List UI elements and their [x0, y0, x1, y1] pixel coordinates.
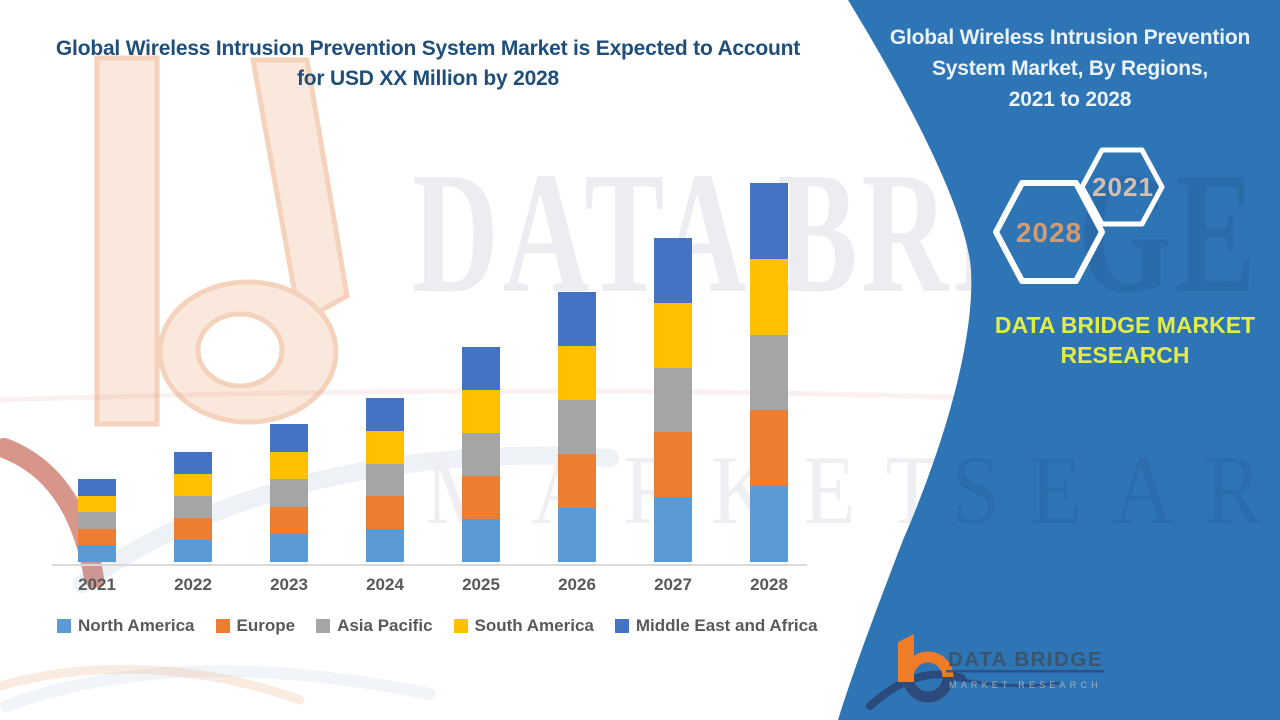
legend-item-europe: Europe — [215, 616, 296, 636]
bar-2026-middle-east-and-africa — [558, 292, 596, 346]
hexagon-2028-label: 2028 — [1016, 217, 1082, 248]
bar-2023-south-america — [270, 451, 308, 480]
bar-2021-south-america — [78, 495, 116, 513]
brand-text-line1: DATA BRIDGE MARKET — [994, 312, 1256, 338]
panel-title: Global Wireless Intrusion Prevention Sys… — [864, 22, 1276, 115]
chart-title-line2: for USD XX Million by 2028 — [296, 67, 560, 90]
bar-2027-south-america — [654, 302, 692, 368]
legend-item-south-america: South America — [453, 616, 594, 636]
chart-title-line1: Global Wireless Intrusion Prevention Sys… — [55, 37, 801, 60]
bar-2027-north-america — [654, 497, 692, 562]
bar-2026-north-america — [558, 508, 596, 562]
bar-2022-asia-pacific — [174, 496, 212, 518]
legend-swatch — [453, 619, 468, 633]
legend-label: Asia Pacific — [337, 616, 433, 635]
bar-2028-north-america — [750, 486, 788, 562]
bar-2023-europe — [270, 506, 308, 535]
bar-2025-north-america — [462, 519, 500, 562]
x-axis-label-2021: 2021 — [78, 575, 116, 594]
hexagon-2021-label: 2021 — [1092, 172, 1154, 202]
legend-item-asia-pacific: Asia Pacific — [316, 616, 433, 636]
bar-2022-south-america — [174, 474, 212, 496]
bar-2023-asia-pacific — [270, 479, 308, 507]
bar-2024-europe — [366, 496, 404, 530]
bar-2026-south-america — [558, 346, 596, 400]
legend-swatch — [614, 619, 629, 633]
bar-2025-asia-pacific — [462, 433, 500, 476]
side-panel-shape — [838, 0, 1280, 720]
watermark-bottom-arc-peach — [0, 664, 305, 705]
panel-watermark-big-fragment: GE — [1078, 137, 1259, 329]
legend-swatch — [215, 619, 230, 633]
bar-2025-south-america — [462, 390, 500, 433]
x-axis-line — [52, 564, 807, 566]
bar-2024-north-america — [366, 529, 404, 562]
bar-2023-middle-east-and-africa — [270, 424, 308, 452]
bar-2021-asia-pacific — [78, 512, 116, 529]
legend-label: North America — [78, 616, 195, 635]
legend-swatch — [316, 619, 331, 633]
hexagon-2028 — [993, 180, 1105, 284]
bar-2027-asia-pacific — [654, 367, 692, 433]
bar-2024-middle-east-and-africa — [366, 398, 404, 431]
bar-2025-europe — [462, 476, 500, 519]
x-axis-label-2028: 2028 — [750, 575, 788, 594]
watermark-pink-ring-line — [0, 388, 1081, 405]
x-axis-label-2026: 2026 — [558, 575, 596, 594]
bar-2026-asia-pacific — [558, 400, 596, 454]
bar-2022-europe — [174, 518, 212, 540]
logo-b-stem — [898, 634, 914, 682]
bar-2028-europe — [750, 410, 788, 487]
x-axis-label-2023: 2023 — [270, 575, 308, 594]
legend-label: South America — [474, 616, 594, 635]
chart-legend: North America Europe Asia Pacific South Ame… — [57, 616, 818, 636]
bar-2022-middle-east-and-africa — [174, 452, 212, 474]
watermark-bottom-arc-gray — [0, 665, 436, 712]
x-axis-label-2024: 2024 — [366, 575, 404, 594]
logo-swoosh-tail — [956, 677, 1060, 688]
bar-2022-north-america — [174, 540, 212, 562]
bar-2023-north-america — [270, 534, 308, 562]
bar-2024-south-america — [366, 430, 404, 464]
x-axis-label-2025: 2025 — [462, 575, 500, 594]
bar-2028-asia-pacific — [750, 334, 788, 411]
watermark-b-glyph — [94, 55, 350, 427]
legend-item-north-america: North America — [57, 616, 195, 636]
panel-title-line2: System Market, By Regions, — [931, 57, 1209, 80]
panel-watermark-sub-fragment: SEARCH — [952, 435, 1280, 545]
logo-name-text: DATA BRIDGE — [948, 648, 1103, 671]
brand-text-line2: RESEARCH — [1060, 342, 1190, 368]
bar-2021-europe — [78, 528, 116, 546]
logo-underline — [946, 670, 1104, 673]
brand-text: DATA BRIDGE MARKET RESEARCH — [958, 310, 1280, 370]
watermark-gray-swoosh — [73, 446, 619, 593]
company-logo: DATA BRIDGE MARKET RESEARCH — [866, 634, 1104, 710]
logo-sub-text: MARKET RESEARCH — [949, 680, 1102, 690]
x-axis-label-2027: 2027 — [654, 575, 692, 594]
x-axis-label-2022: 2022 — [174, 575, 212, 594]
bar-2021-north-america — [78, 545, 116, 562]
bar-2028-middle-east-and-africa — [750, 183, 788, 259]
panel-title-line1: Global Wireless Intrusion Prevention — [889, 26, 1251, 49]
bar-2021-middle-east-and-africa — [78, 479, 116, 496]
hexagon-2021 — [1079, 147, 1165, 227]
bar-2026-europe — [558, 454, 596, 508]
panel-title-line3: 2021 to 2028 — [1008, 88, 1132, 111]
bar-2025-middle-east-and-africa — [462, 347, 500, 390]
bar-2027-europe — [654, 432, 692, 498]
logo-b-bowl-navy — [902, 676, 954, 703]
legend-item-middle-east-and-africa: Middle East and Africa — [614, 616, 818, 636]
chart-title: Global Wireless Intrusion Prevention Sys… — [0, 34, 856, 94]
legend-swatch — [57, 619, 71, 633]
legend-label: Europe — [236, 616, 296, 635]
bar-2027-middle-east-and-africa — [654, 238, 692, 303]
bar-2024-asia-pacific — [366, 463, 404, 497]
legend-label: Middle East and Africa — [635, 616, 818, 635]
bar-2028-south-america — [750, 258, 788, 335]
